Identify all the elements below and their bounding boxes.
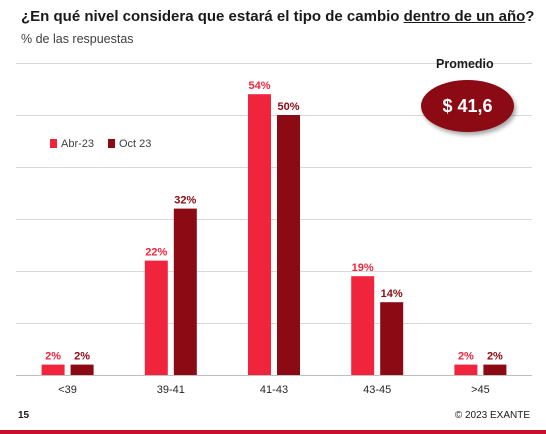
bar xyxy=(483,364,507,375)
legend-label: Abr-23 xyxy=(61,138,94,150)
legend-swatch xyxy=(50,139,57,148)
bar xyxy=(277,115,300,375)
x-tick-label: 41-43 xyxy=(260,384,288,396)
data-label: 2% xyxy=(45,351,61,363)
bar xyxy=(144,260,168,375)
promedio-label: Promedio xyxy=(436,57,494,71)
chart-subtitle: % de las respuestas xyxy=(21,32,134,46)
bar xyxy=(454,364,478,375)
data-label: 19% xyxy=(352,262,374,274)
chart-title-main: ¿En qué nivel considera que estará el ti… xyxy=(21,8,404,25)
x-tick-label: 43-45 xyxy=(363,384,391,396)
bar xyxy=(380,302,404,375)
data-label: 2% xyxy=(487,351,503,363)
bar xyxy=(41,364,65,375)
bottom-accent-bar xyxy=(0,430,546,434)
x-tick-label: <39 xyxy=(58,384,77,396)
data-label: 2% xyxy=(74,351,90,363)
x-tick-label: >45 xyxy=(471,384,490,396)
page-number: 15 xyxy=(18,410,30,421)
footer-credit: © 2023 EXANTE xyxy=(454,410,530,421)
bar xyxy=(70,364,94,375)
bar xyxy=(173,208,197,375)
data-label: 50% xyxy=(277,101,299,113)
data-label: 14% xyxy=(381,288,403,300)
chart-title: ¿En qué nivel considera que estará el ti… xyxy=(21,8,534,25)
promedio-value: $ 41,6 xyxy=(442,95,493,116)
legend-label: Oct 23 xyxy=(119,138,151,150)
chart-title-underlined: dentro de un año xyxy=(403,8,526,25)
chart-title-end: ? xyxy=(525,8,535,25)
promedio-badge: $ 41,6 xyxy=(421,80,514,132)
bar xyxy=(248,94,271,375)
data-label: 32% xyxy=(174,195,196,207)
data-label: 2% xyxy=(458,351,474,363)
data-label: 22% xyxy=(145,247,167,259)
bar xyxy=(351,276,375,375)
data-label: 54% xyxy=(248,80,270,92)
x-tick-label: 39-41 xyxy=(157,384,185,396)
legend-swatch xyxy=(108,139,115,148)
